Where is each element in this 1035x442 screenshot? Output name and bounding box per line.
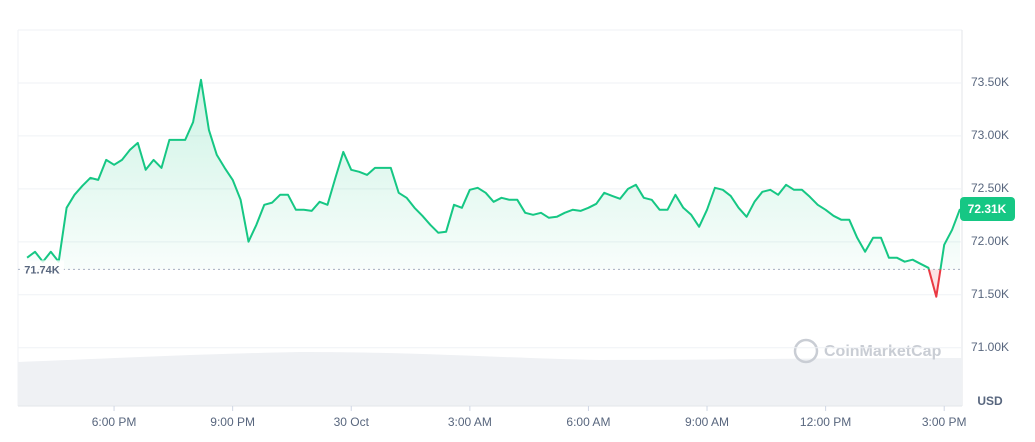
y-tick-label: 72.00K	[971, 234, 1009, 248]
x-tick-label: 9:00 PM	[210, 415, 255, 429]
x-tick-label: 6:00 AM	[566, 415, 610, 429]
watermark-text: CoinMarketCap	[824, 343, 942, 360]
current-price-label: 72.31K	[968, 202, 1007, 216]
unit-label: USD	[977, 394, 1003, 408]
y-tick-label: 73.50K	[971, 75, 1009, 89]
y-tick-label: 71.50K	[971, 287, 1009, 301]
x-tick-label: 6:00 PM	[92, 415, 137, 429]
baseline-label: 71.74K	[24, 264, 60, 276]
y-tick-label: 72.50K	[971, 181, 1009, 195]
y-tick-label: 73.00K	[971, 128, 1009, 142]
area-down	[928, 269, 941, 297]
baseline-label-bg	[20, 260, 64, 279]
x-tick-label: 3:00 PM	[922, 415, 967, 429]
area-up	[27, 79, 960, 270]
x-tick-label: 30 Oct	[334, 415, 370, 429]
watermark-icon	[793, 338, 819, 364]
volume-band	[18, 352, 962, 406]
current-price-tag	[960, 196, 1015, 221]
x-tick-label: 12:00 PM	[800, 415, 851, 429]
x-tick-label: 3:00 AM	[448, 415, 492, 429]
price-line	[26, 78, 961, 298]
x-tick-label: 9:00 AM	[685, 415, 729, 429]
y-tick-label: 71.00K	[971, 340, 1009, 354]
